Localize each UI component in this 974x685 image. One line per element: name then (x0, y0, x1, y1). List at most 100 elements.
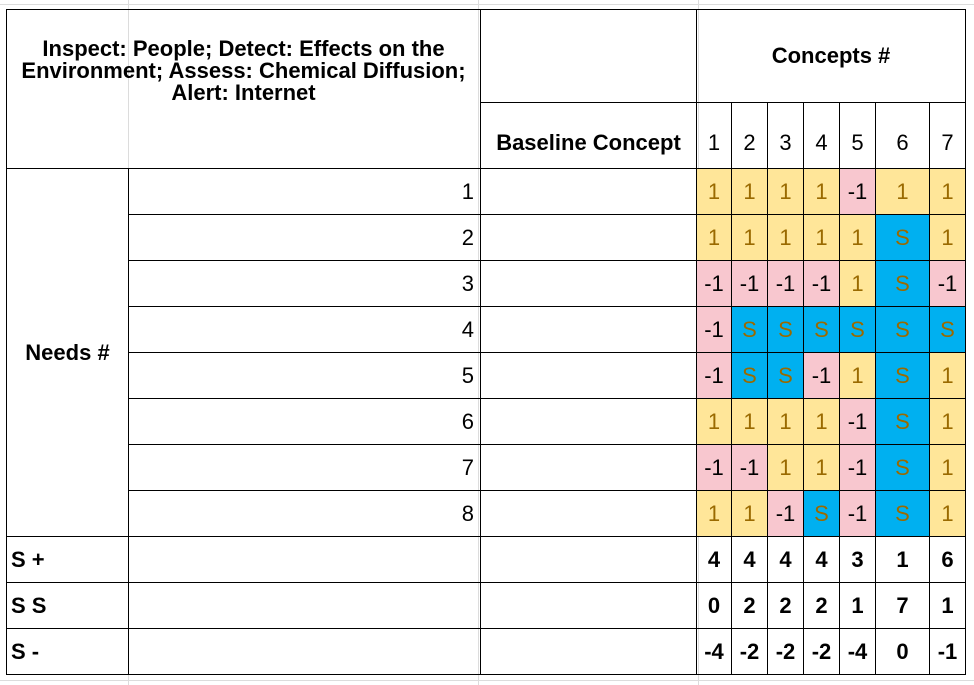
score-cell: S (839, 306, 876, 353)
need-number: 4 (128, 306, 481, 353)
score-cell: 1 (839, 260, 876, 307)
total-value: 2 (767, 582, 804, 629)
score-cell: -1 (767, 260, 804, 307)
score-cell: 1 (929, 444, 966, 491)
total-row-s-minus: S - -4 -2 -2 -2 -4 0 -1 (6, 628, 966, 675)
score-cell: S (767, 306, 804, 353)
total-row-s-plus: S +4 4 4 4 3 1 6 (6, 536, 966, 583)
score-cell: -1 (767, 490, 804, 537)
score-cell: S (731, 352, 768, 399)
baseline-cell (480, 352, 697, 399)
score-cell: 1 (875, 168, 930, 215)
need-row: Needs #1 1 1 1 1 -1 1 1 (6, 168, 966, 537)
score-cell: -1 (839, 398, 876, 445)
total-value: 6 (929, 536, 966, 583)
total-value: 1 (875, 536, 930, 583)
total-value: 7 (875, 582, 930, 629)
need-number: 7 (128, 444, 481, 491)
score-cell: -1 (731, 260, 768, 307)
score-cell: -1 (839, 168, 876, 215)
baseline-cell (480, 306, 697, 353)
score-cell: -1 (696, 352, 732, 399)
score-cell: 1 (803, 444, 840, 491)
header-row-top: Inspect: People; Detect: Effects on the … (6, 9, 966, 169)
baseline-cell (480, 536, 697, 583)
score-cell: -1 (803, 352, 840, 399)
total-label: S - (6, 628, 129, 675)
baseline-cell (480, 214, 697, 261)
score-cell: 1 (803, 168, 840, 215)
score-cell: -1 (696, 306, 732, 353)
need-number: 1 (128, 168, 481, 215)
baseline-concept-heading: Baseline Concept (480, 102, 697, 169)
total-label: S + (6, 536, 129, 583)
score-cell: S (929, 306, 966, 353)
need-row: 8 1 1 -1 S -1 S 1 (7, 490, 966, 537)
score-cell: S (875, 352, 930, 399)
baseline-cell (480, 260, 697, 307)
score-cell: 1 (929, 168, 966, 215)
concept-number-4: 4 (803, 102, 840, 169)
empty-cell (128, 582, 481, 629)
score-cell: 1 (929, 352, 966, 399)
score-cell: S (875, 214, 930, 261)
score-cell: S (803, 490, 840, 537)
need-number: 5 (128, 352, 481, 399)
baseline-cell (480, 490, 697, 537)
baseline-cell (480, 398, 697, 445)
score-cell: -1 (839, 490, 876, 537)
score-cell: S (803, 306, 840, 353)
baseline-cell (480, 444, 697, 491)
need-row: 5 -1 S S -1 1 S 1 (7, 352, 966, 399)
score-cell: 1 (767, 444, 804, 491)
score-cell: S (875, 260, 930, 307)
baseline-cell (480, 582, 697, 629)
need-row: 3 -1 -1 -1 -1 1 S -1 (7, 260, 966, 307)
total-value: 3 (839, 536, 876, 583)
score-cell: 1 (929, 398, 966, 445)
total-label: S S (6, 582, 129, 629)
score-cell: -1 (731, 444, 768, 491)
score-cell: 1 (803, 398, 840, 445)
total-value: 2 (803, 582, 840, 629)
score-cell: 1 (767, 214, 804, 261)
concept-number-3: 3 (767, 102, 804, 169)
score-cell: 1 (803, 214, 840, 261)
score-cell: 1 (929, 214, 966, 261)
total-value: -2 (767, 628, 804, 675)
need-number: 2 (128, 214, 481, 261)
total-value: -4 (839, 628, 876, 675)
total-value: -2 (731, 628, 768, 675)
score-cell: 1 (696, 214, 732, 261)
score-cell: S (875, 444, 930, 491)
total-value: 4 (803, 536, 840, 583)
score-cell: -1 (929, 260, 966, 307)
score-cell: S (731, 306, 768, 353)
total-value: 4 (696, 536, 732, 583)
total-value: 0 (875, 628, 930, 675)
pugh-matrix-table: Inspect: People; Detect: Effects on the … (6, 9, 966, 675)
need-number: 6 (128, 398, 481, 445)
score-cell: -1 (696, 260, 732, 307)
concept-number-1: 1 (696, 102, 732, 169)
concept-number-7: 7 (929, 102, 966, 169)
concepts-heading: Concepts # (696, 9, 966, 103)
empty-cell (128, 628, 481, 675)
matrix-title: Inspect: People; Detect: Effects on the … (6, 9, 481, 169)
baseline-top-cell (480, 9, 697, 103)
score-cell: S (875, 490, 930, 537)
empty-cell (128, 536, 481, 583)
concept-number-2: 2 (731, 102, 768, 169)
score-cell: 1 (696, 398, 732, 445)
score-cell: 1 (731, 168, 768, 215)
total-value: 1 (839, 582, 876, 629)
score-cell: 1 (929, 490, 966, 537)
baseline-cell (480, 628, 697, 675)
total-value: 2 (731, 582, 768, 629)
score-cell: 1 (731, 214, 768, 261)
score-cell: 1 (696, 168, 732, 215)
score-cell: S (875, 306, 930, 353)
need-row: 6 1 1 1 1 -1 S 1 (7, 398, 966, 445)
need-number: 8 (128, 490, 481, 537)
